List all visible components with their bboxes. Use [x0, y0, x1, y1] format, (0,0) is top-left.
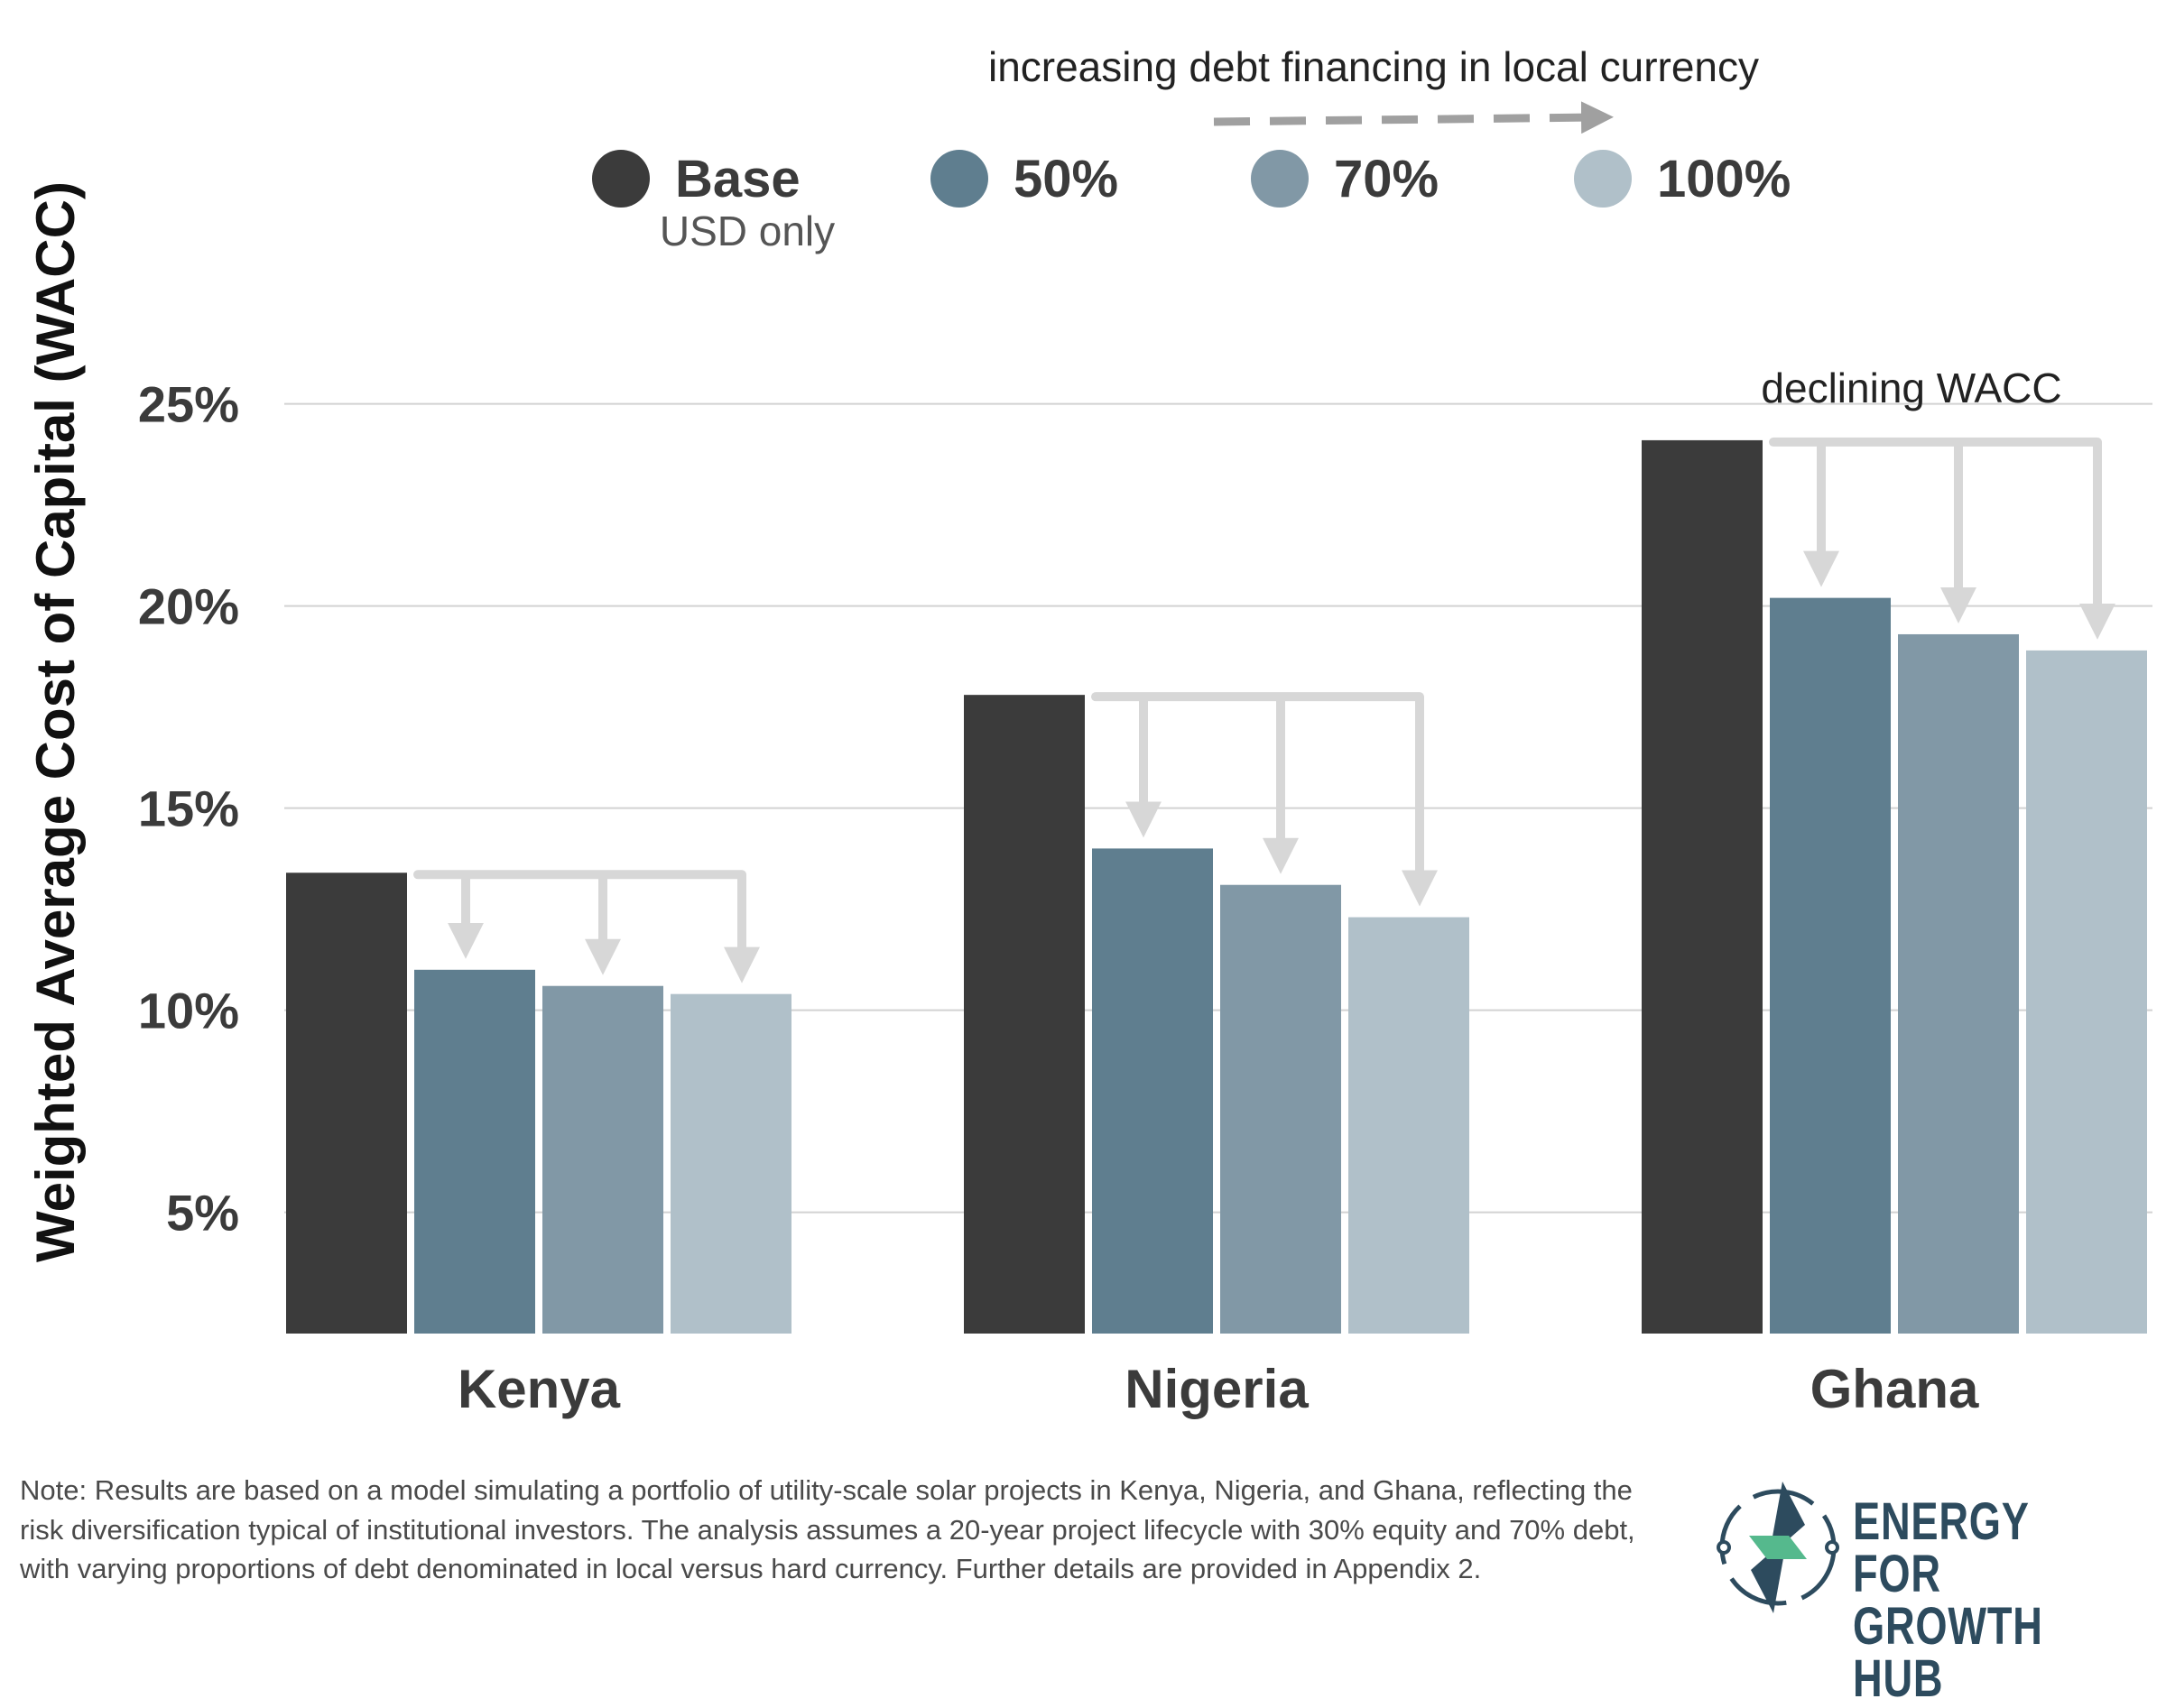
legend-swatch-icon	[592, 150, 650, 208]
bar	[1642, 439, 1763, 1334]
y-tick-labels: 5% 10% 15% 20% 25%	[138, 376, 239, 1242]
y-tick-label: 5%	[166, 1185, 239, 1242]
annotation-declining-wacc: declining WACC	[1761, 365, 2061, 411]
legend-label: Base	[675, 150, 801, 208]
bar	[1220, 884, 1341, 1334]
bar	[2026, 650, 2147, 1334]
annotation-dashed-arrow	[1213, 101, 1614, 134]
y-axis-title: Weighted Average Cost of Capital (WACC)	[25, 181, 86, 1262]
x-tick-label: Ghana	[1810, 1359, 1979, 1419]
legend-base-sublabel: USD only	[660, 208, 835, 254]
y-tick-label: 10%	[138, 983, 239, 1039]
legend-label: 100%	[1657, 150, 1791, 208]
bar	[1898, 633, 2019, 1334]
logo-line-2: GROWTH HUB	[1853, 1597, 2043, 1708]
bar	[286, 872, 407, 1334]
legend-swatch-icon	[930, 150, 988, 208]
bar	[1348, 917, 1469, 1334]
logo-mark-icon	[1717, 1482, 1839, 1613]
footnote: Note: Results are based on a model simul…	[20, 1474, 1635, 1584]
wacc-bar-chart: Weighted Average Cost of Capital (WACC) …	[25, 43, 2152, 1419]
legend: Base 50% 70% 100%	[592, 150, 1791, 208]
legend-swatch-icon	[1251, 150, 1309, 208]
legend-label: 50%	[1014, 150, 1118, 208]
bar	[414, 969, 535, 1334]
y-tick-label: 25%	[138, 376, 239, 433]
bar	[1092, 848, 1213, 1334]
logo-line-1: ENERGY FOR	[1853, 1492, 2029, 1603]
y-tick-label: 20%	[138, 578, 239, 635]
decline-arrows	[413, 437, 2115, 983]
legend-label: 70%	[1334, 150, 1439, 208]
y-tick-label: 15%	[138, 780, 239, 837]
annotation-increasing-debt: increasing debt financing in local curre…	[988, 43, 1759, 90]
x-tick-label: Nigeria	[1125, 1359, 1309, 1419]
legend-swatch-icon	[1574, 150, 1632, 208]
bar	[542, 985, 663, 1334]
bar	[964, 695, 1085, 1334]
bar	[671, 993, 791, 1334]
bar	[1770, 597, 1891, 1334]
bars	[286, 439, 2147, 1334]
x-tick-label: Kenya	[458, 1359, 621, 1419]
energy-for-growth-hub-logo: ENERGY FOR GROWTH HUB	[1706, 1471, 2157, 1705]
x-tick-labels: Kenya Nigeria Ghana	[458, 1359, 1979, 1419]
